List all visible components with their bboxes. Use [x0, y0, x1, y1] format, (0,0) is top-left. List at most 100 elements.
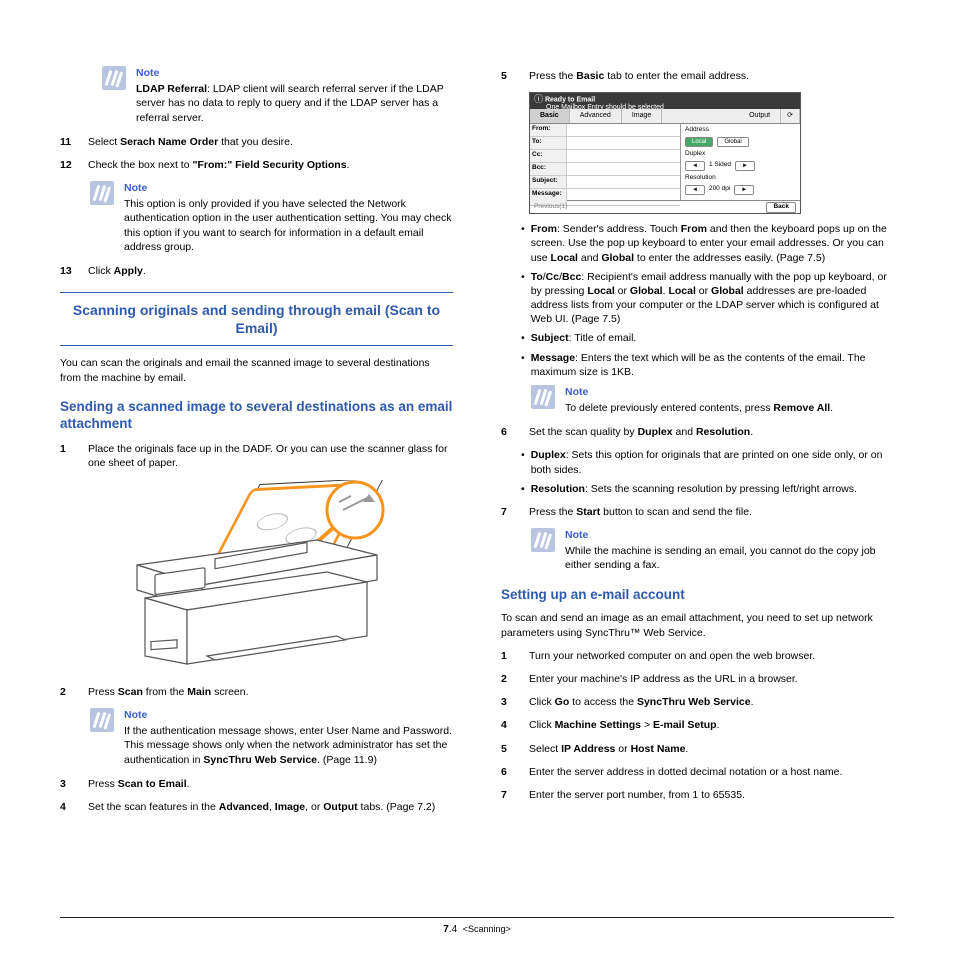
duplex-value: 1 Sided — [709, 161, 731, 171]
step-2: 2 Press Scan from the Main screen. — [60, 685, 453, 699]
global-button[interactable]: Global — [717, 137, 748, 147]
step-6: 6 Set the scan quality by Duplex and Res… — [501, 425, 894, 439]
ui-tabs: Basic Advanced Image Output ⟳ — [530, 109, 800, 124]
tab-advanced[interactable]: Advanced — [570, 109, 622, 123]
step-text: Turn your networked computer on and open… — [529, 649, 894, 663]
step-text: Press Scan from the Main screen. — [88, 685, 453, 699]
ui-header: ⓘ Ready to Email One Mailbox Entry shoul… — [530, 93, 800, 109]
row-to[interactable]: To: — [530, 137, 680, 150]
ui-right-panel: Address Local Global Duplex ◄ 1 Sided ► … — [681, 124, 800, 200]
step-text: Select IP Address or Host Name. — [529, 742, 894, 756]
bullet-message: Message: Enters the text which will be a… — [521, 351, 894, 379]
step-text: Press the Basic tab to enter the email a… — [529, 69, 894, 83]
prev-arrow-button[interactable]: ◄ — [685, 185, 705, 195]
duplex-controls: ◄ 1 Sided ► — [685, 161, 796, 171]
bullet-subject: Subject: Title of email. — [521, 331, 894, 345]
setup-step: 6Enter the server address in dotted deci… — [501, 765, 894, 779]
back-button[interactable]: Back — [766, 202, 796, 213]
note-remove-all: Note To delete previously entered conten… — [531, 385, 894, 415]
note-label: Note — [565, 528, 894, 542]
note-ldap-referral: Note LDAP Referral: LDAP client will sea… — [102, 66, 453, 125]
help-icon: ⓘ — [534, 94, 543, 104]
step-13: 13 Click Apply. — [60, 264, 453, 278]
subheading-sending: Sending a scanned image to several desti… — [60, 399, 453, 433]
step-7: 7 Press the Start button to scan and sen… — [501, 505, 894, 519]
note-text: This option is only provided if you have… — [124, 198, 451, 253]
step-number: 5 — [501, 742, 529, 756]
step-number: 7 — [501, 505, 529, 519]
setup-step: 2Enter your machine's IP address as the … — [501, 672, 894, 686]
page-root: Note LDAP Referral: LDAP client will sea… — [0, 0, 954, 954]
note-text: If the authentication message shows, ent… — [124, 725, 452, 765]
step-number: 3 — [60, 777, 88, 791]
row-subject[interactable]: Subject: — [530, 176, 680, 189]
setup-step: 1Turn your networked computer on and ope… — [501, 649, 894, 663]
note-body: Note While the machine is sending an ema… — [565, 528, 894, 573]
paragraph: To scan and send an image as an email at… — [501, 611, 894, 639]
note-text: To delete previously entered contents, p… — [565, 402, 833, 414]
step-number: 4 — [501, 718, 529, 732]
note-icon — [90, 181, 114, 205]
printer-svg — [117, 480, 397, 675]
note-body: Note To delete previously entered conten… — [565, 385, 833, 415]
step-number: 4 — [60, 800, 88, 814]
refresh-icon[interactable]: ⟳ — [781, 109, 800, 123]
tab-basic[interactable]: Basic — [530, 109, 570, 123]
step-number: 3 — [501, 695, 529, 709]
row-cc[interactable]: Cc: — [530, 150, 680, 163]
step-text: Enter the server port number, from 1 to … — [529, 788, 894, 802]
next-arrow-button[interactable]: ► — [735, 161, 755, 171]
step-number: 6 — [501, 425, 529, 439]
page-footer: 7.4 <Scanning> — [60, 917, 894, 937]
ui-body: From: To: Cc: Bcc: Subject: Message: Add… — [530, 124, 800, 200]
setup-step: 7Enter the server port number, from 1 to… — [501, 788, 894, 802]
subheading-email-account: Setting up an e-mail account — [501, 587, 894, 604]
setup-steps: 1Turn your networked computer on and ope… — [501, 649, 894, 802]
step-text: Enter the server address in dotted decim… — [529, 765, 894, 779]
note-from-field: Note This option is only provided if you… — [90, 181, 453, 254]
note-sending: Note While the machine is sending an ema… — [531, 528, 894, 573]
step-1: 1 Place the originals face up in the DAD… — [60, 442, 453, 470]
setup-step: 5Select IP Address or Host Name. — [501, 742, 894, 756]
row-bcc[interactable]: Bcc: — [530, 163, 680, 176]
bullet-to-cc-bcc: To/Cc/Bcc: Recipient's email address man… — [521, 270, 894, 327]
address-buttons: Local Global — [685, 137, 796, 147]
bullet-duplex: Duplex: Sets this option for originals t… — [521, 448, 894, 476]
tab-image[interactable]: Image — [622, 109, 662, 123]
note-icon — [531, 385, 555, 409]
step-number: 12 — [60, 158, 88, 172]
note-label: Note — [124, 708, 453, 722]
note-icon — [90, 708, 114, 732]
ui-title: Ready to Email — [545, 97, 595, 104]
note-body: Note LDAP Referral: LDAP client will sea… — [136, 66, 453, 125]
step-text: Click Apply. — [88, 264, 453, 278]
note-icon — [531, 528, 555, 552]
note-label: Note — [565, 385, 833, 399]
paragraph: You can scan the originals and email the… — [60, 356, 453, 384]
step-5: 5 Press the Basic tab to enter the email… — [501, 69, 894, 83]
step-text: Set the scan features in the Advanced, I… — [88, 800, 453, 814]
two-column-layout: Note LDAP Referral: LDAP client will sea… — [60, 60, 894, 823]
step-number: 5 — [501, 69, 529, 83]
step-3: 3 Press Scan to Email. — [60, 777, 453, 791]
previous-label: Previous(1) — [534, 203, 567, 212]
bullet-from: From: Sender's address. Touch From and t… — [521, 222, 894, 265]
step-number: 2 — [501, 672, 529, 686]
next-arrow-button[interactable]: ► — [734, 185, 754, 195]
note-body: Note If the authentication message shows… — [124, 708, 453, 767]
step-text: Click Go to access the SyncThru Web Serv… — [529, 695, 894, 709]
row-from[interactable]: From: — [530, 124, 680, 137]
heading-scan-to-email: Scanning originals and sending through e… — [60, 292, 453, 346]
email-ui-screenshot: ⓘ Ready to Email One Mailbox Entry shoul… — [529, 92, 801, 214]
note-label: Note — [136, 66, 453, 80]
note-body: Note This option is only provided if you… — [124, 181, 453, 254]
tab-output[interactable]: Output — [739, 109, 781, 123]
left-column: Note LDAP Referral: LDAP client will sea… — [60, 60, 453, 823]
step-number: 1 — [501, 649, 529, 663]
setup-step: 4Click Machine Settings > E-mail Setup. — [501, 718, 894, 732]
step-text: Set the scan quality by Duplex and Resol… — [529, 425, 894, 439]
step-number: 2 — [60, 685, 88, 699]
local-button[interactable]: Local — [685, 137, 713, 147]
prev-arrow-button[interactable]: ◄ — [685, 161, 705, 171]
step-text: Press the Start button to scan and send … — [529, 505, 894, 519]
